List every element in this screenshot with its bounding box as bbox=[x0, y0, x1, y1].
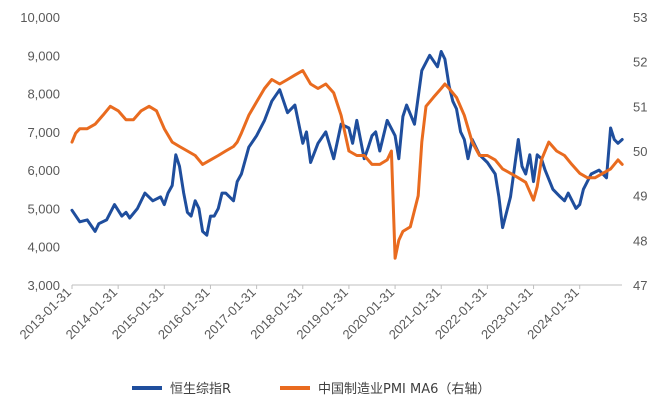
y-left-tick-label: 6,000 bbox=[27, 163, 60, 178]
y-left-tick-label: 8,000 bbox=[27, 87, 60, 102]
legend-label-hsci: 恒生综指R bbox=[170, 382, 231, 397]
legend: 恒生综指R 中国制造业PMI MA6（右轴） bbox=[132, 382, 490, 397]
legend-item-pmi: 中国制造业PMI MA6（右轴） bbox=[280, 382, 490, 397]
series-line-hsci bbox=[70, 50, 624, 237]
y-right-tick-label: 53 bbox=[633, 10, 647, 25]
y-left-tick-label: 4,000 bbox=[27, 240, 60, 255]
series-layer bbox=[70, 50, 624, 260]
series-line-pmi bbox=[70, 69, 624, 260]
y-left-tick-label: 3,000 bbox=[27, 278, 60, 293]
y-right-tick-label: 48 bbox=[633, 233, 647, 248]
y-right-tick-label: 50 bbox=[633, 144, 647, 159]
y-right-tick-label: 52 bbox=[633, 55, 647, 70]
y-right-tick-label: 51 bbox=[633, 99, 647, 114]
right-axis-ticks: 47 48 49 50 51 52 53 bbox=[633, 10, 647, 293]
left-axis-ticks: 3,000 4,000 5,000 6,000 7,000 8,000 9,000 10,00… bbox=[20, 10, 60, 293]
plot-area: 2013-01-312014-01-312015-01-312016-01-31… bbox=[16, 10, 647, 342]
legend-item-hsci: 恒生综指R bbox=[132, 382, 231, 397]
y-right-tick-label: 49 bbox=[633, 189, 647, 204]
y-left-tick-label: 7,000 bbox=[27, 125, 60, 140]
y-left-tick-label: 10,000 bbox=[20, 10, 60, 25]
y-right-tick-label: 47 bbox=[633, 278, 647, 293]
y-left-tick-label: 5,000 bbox=[27, 201, 60, 216]
legend-label-pmi: 中国制造业PMI MA6（右轴） bbox=[318, 382, 490, 397]
x-ticks: 2013-01-312014-01-312015-01-312016-01-31… bbox=[16, 285, 581, 343]
y-left-tick-label: 9,000 bbox=[27, 48, 60, 63]
